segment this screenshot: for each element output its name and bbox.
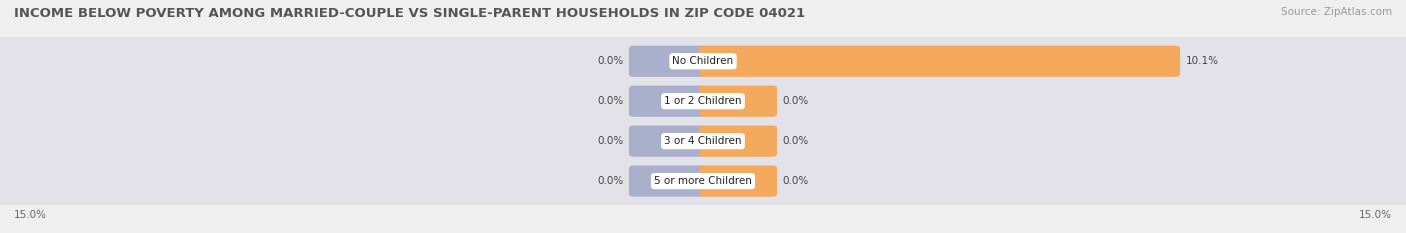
FancyBboxPatch shape [699, 46, 1180, 77]
Text: 0.0%: 0.0% [783, 96, 808, 106]
Text: 0.0%: 0.0% [598, 96, 623, 106]
Text: 3 or 4 Children: 3 or 4 Children [664, 136, 742, 146]
FancyBboxPatch shape [628, 46, 707, 77]
FancyBboxPatch shape [699, 126, 778, 157]
Text: 15.0%: 15.0% [1360, 210, 1392, 220]
Text: 15.0%: 15.0% [14, 210, 46, 220]
FancyBboxPatch shape [699, 165, 778, 197]
Text: 10.1%: 10.1% [1185, 56, 1219, 66]
FancyBboxPatch shape [0, 72, 1406, 130]
Text: 1 or 2 Children: 1 or 2 Children [664, 96, 742, 106]
Text: INCOME BELOW POVERTY AMONG MARRIED-COUPLE VS SINGLE-PARENT HOUSEHOLDS IN ZIP COD: INCOME BELOW POVERTY AMONG MARRIED-COUPL… [14, 7, 806, 20]
FancyBboxPatch shape [0, 112, 1406, 170]
Text: 0.0%: 0.0% [783, 176, 808, 186]
Text: 0.0%: 0.0% [598, 56, 623, 66]
FancyBboxPatch shape [628, 165, 707, 197]
FancyBboxPatch shape [628, 86, 707, 117]
Text: 0.0%: 0.0% [598, 176, 623, 186]
Text: No Children: No Children [672, 56, 734, 66]
FancyBboxPatch shape [0, 152, 1406, 210]
Text: 5 or more Children: 5 or more Children [654, 176, 752, 186]
Text: Source: ZipAtlas.com: Source: ZipAtlas.com [1281, 7, 1392, 17]
Text: 0.0%: 0.0% [598, 136, 623, 146]
FancyBboxPatch shape [699, 86, 778, 117]
Text: 0.0%: 0.0% [783, 136, 808, 146]
FancyBboxPatch shape [0, 32, 1406, 90]
FancyBboxPatch shape [628, 126, 707, 157]
